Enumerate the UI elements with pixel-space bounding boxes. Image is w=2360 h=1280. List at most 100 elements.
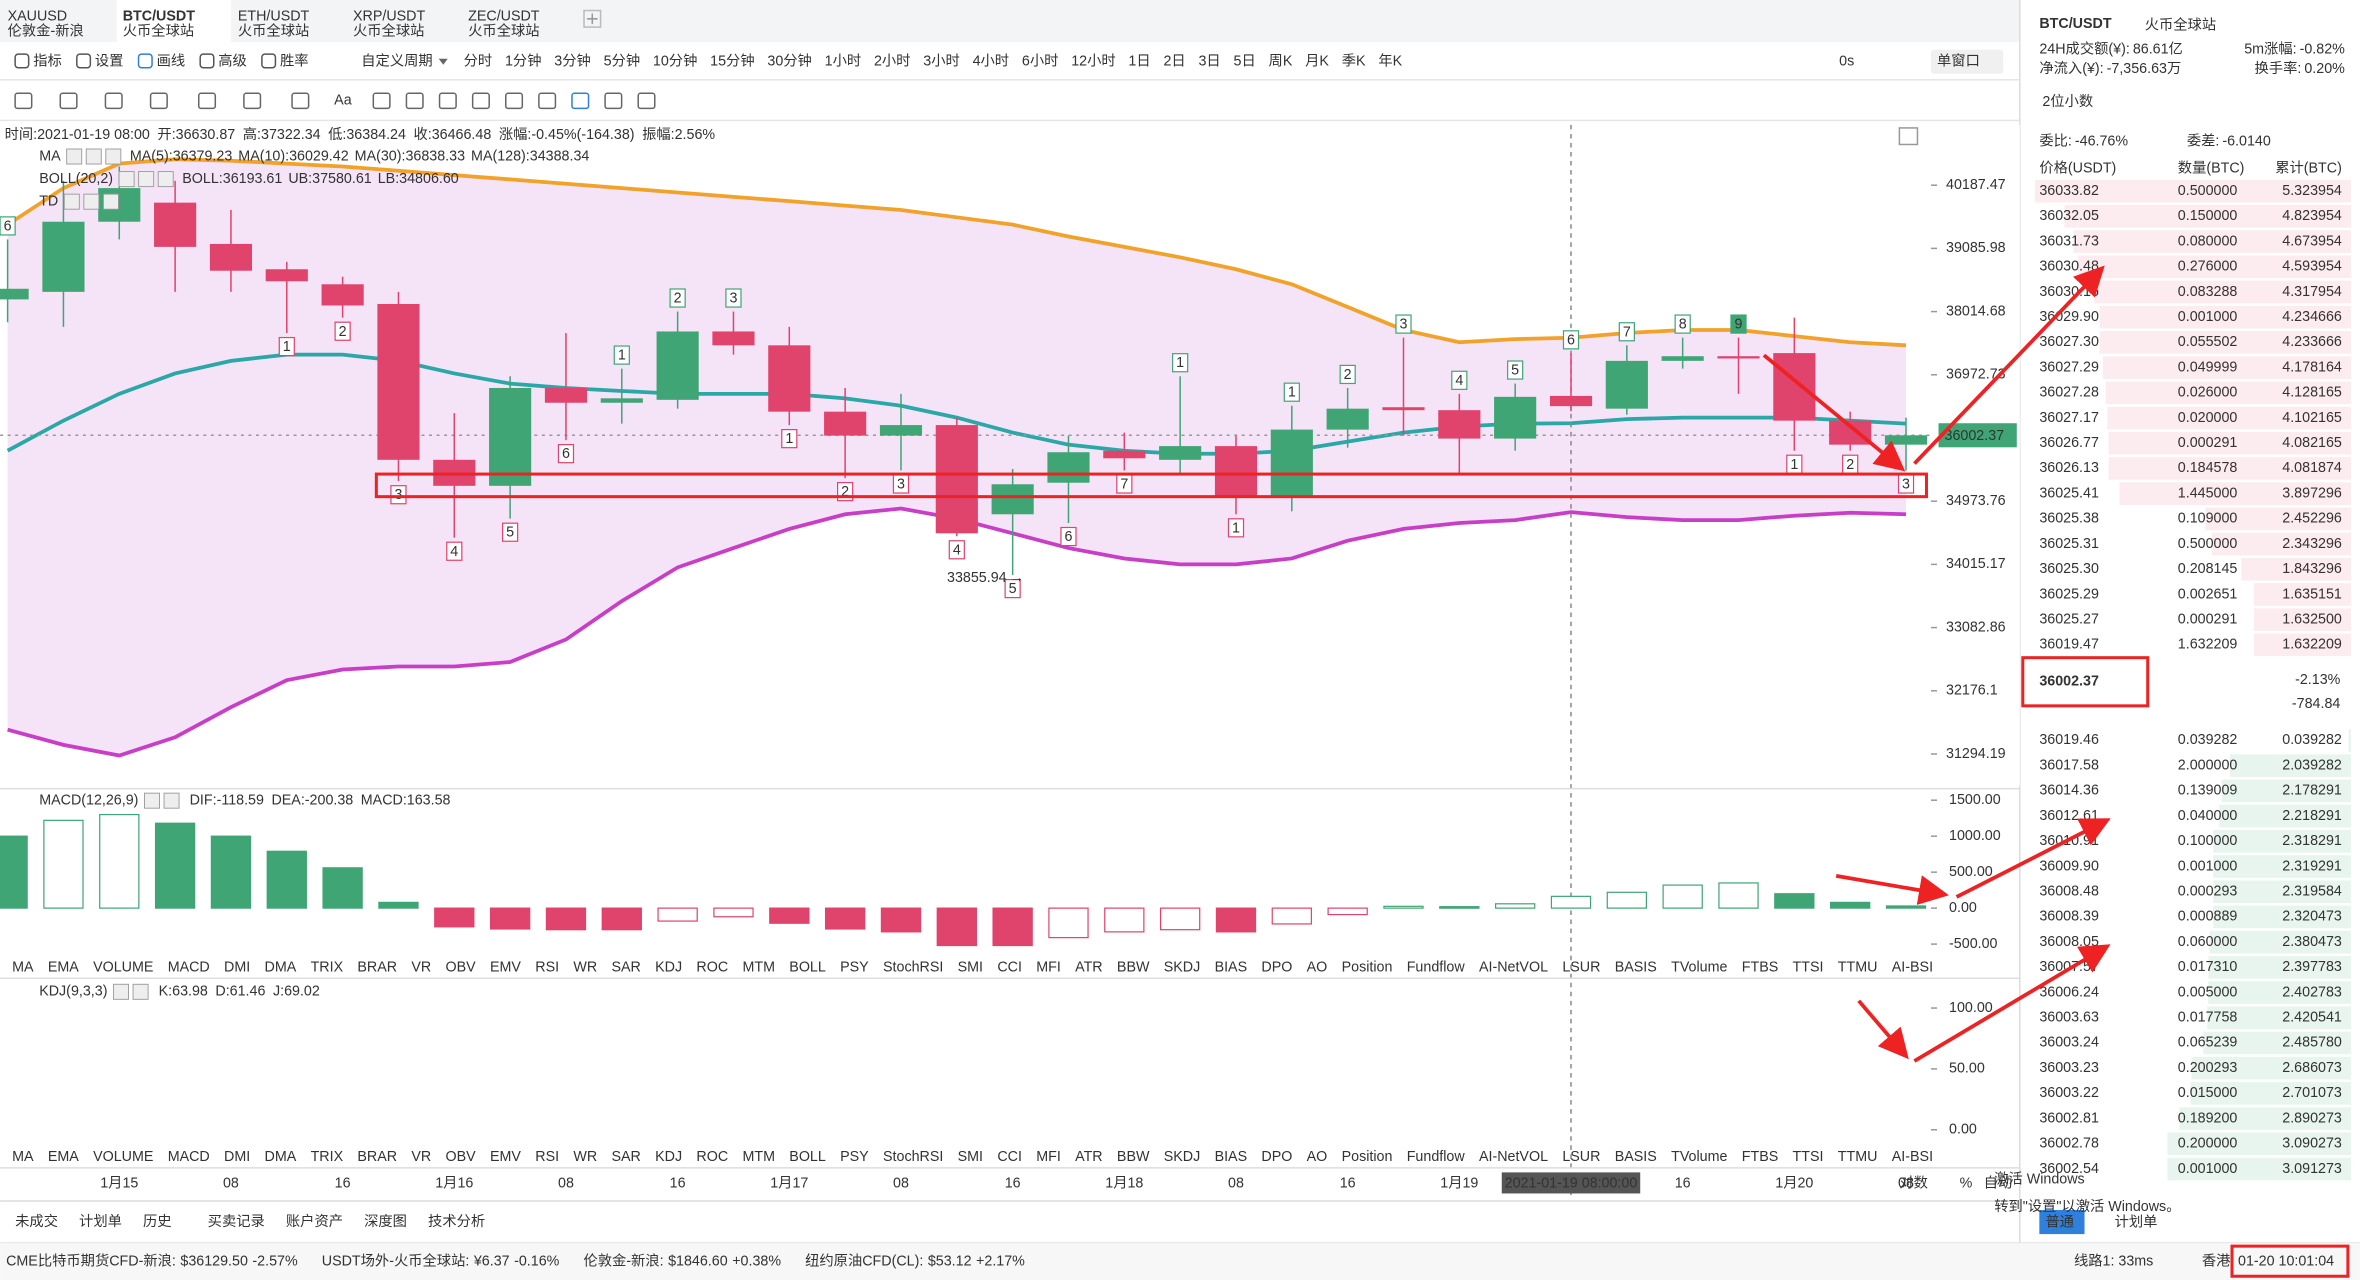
indicator-tab[interactable]: Position [1342,1149,1393,1165]
axis-option[interactable]: 对数 [1899,1174,1928,1191]
indicator-tab[interactable]: BASIS [1615,959,1657,975]
period-button[interactable]: 3分钟 [554,52,591,69]
period-button[interactable]: 季K [1342,52,1366,69]
custom-period[interactable]: 自定义周期 [361,52,432,69]
indicator-tab[interactable]: BIAS [1215,959,1248,975]
order-price[interactable]: 36025.30 [2039,561,2099,577]
draw-tool[interactable] [243,92,262,110]
tab-symbol[interactable]: ETH/USDT [238,8,310,24]
tool-button[interactable]: 设置 [95,52,124,69]
indicator-tab[interactable]: LSUR [1562,1149,1600,1165]
period-button[interactable]: 12小时 [1071,52,1115,69]
indicator-tab[interactable]: BOLL [789,1149,826,1165]
indicator-tab[interactable]: WR [573,1149,597,1165]
indicator-tab[interactable]: AI-NetVOL [1479,1149,1548,1165]
add-tab[interactable] [583,9,602,28]
indicator-tab[interactable]: LSUR [1562,959,1600,975]
bottom-tab[interactable]: 计划单 [79,1213,122,1230]
legend-icon[interactable] [118,171,135,188]
indicator-tab[interactable]: MFI [1036,959,1061,975]
indicator-tab[interactable]: MTM [742,959,775,975]
legend-icon[interactable] [63,193,80,210]
legend-icon[interactable] [138,171,155,188]
precision-select[interactable]: 2位小数 [2042,93,2093,110]
order-price[interactable]: 36025.38 [2039,511,2099,527]
indicator-tab[interactable]: CCI [997,959,1022,975]
period-button[interactable]: 1日 [1128,53,1150,69]
draw-tool[interactable] [197,92,217,110]
order-price[interactable]: 36027.30 [2039,334,2099,350]
order-price[interactable]: 36032.05 [2039,208,2099,224]
indicator-tab[interactable]: Position [1342,959,1393,975]
indicator-tab[interactable]: DPO [1261,1149,1292,1165]
order-price[interactable]: 36003.22 [2039,1085,2099,1101]
legend-icon[interactable] [102,193,119,210]
period-button[interactable]: 周K [1269,53,1293,69]
indicator-tab[interactable]: OBV [446,1149,477,1165]
draw-tool[interactable] [604,92,623,110]
indicator-tab[interactable]: TTSI [1793,1149,1824,1165]
order-price[interactable]: 36030.48 [2039,259,2099,275]
indicator-tab[interactable]: Fundflow [1407,959,1466,975]
indicator-tab[interactable]: SMI [958,959,983,975]
period-button[interactable]: 1分钟 [505,52,542,69]
draw-tool[interactable] [291,92,310,110]
draw-tool[interactable] [372,92,391,110]
order-price[interactable]: 36033.82 [2039,183,2099,199]
order-price[interactable]: 36031.73 [2039,233,2099,249]
indicator-tab[interactable]: StochRSI [883,1149,943,1165]
timer[interactable]: 0s [1839,53,1854,69]
draw-tool[interactable] [538,92,557,110]
order-price[interactable]: 36019.46 [2039,732,2099,748]
order-price[interactable]: 36029.90 [2039,309,2099,325]
order-price[interactable]: 36003.23 [2039,1060,2099,1076]
draw-tool[interactable] [505,92,524,110]
legend-icon[interactable] [157,171,174,188]
legend-icon[interactable] [113,983,129,1000]
period-button[interactable]: 5日 [1234,53,1256,69]
indicator-tab[interactable]: RSI [535,1149,559,1165]
indicator-tab[interactable]: BOLL [789,959,826,975]
indicator-tab[interactable]: PSY [840,1149,869,1165]
period-button[interactable]: 月K [1305,53,1329,69]
tool-button[interactable]: 胜率 [280,52,309,69]
indicator-tab[interactable]: SAR [611,1149,640,1165]
indicator-tab[interactable]: BRAR [357,1149,397,1165]
tab-source[interactable]: 火币全球站 [238,21,309,39]
tab-source[interactable]: 火币全球站 [468,21,539,39]
axis-option[interactable]: 自动 [1984,1174,2013,1191]
indicator-tab[interactable]: MA [12,1149,34,1165]
indicator-tab[interactable]: BBW [1117,959,1150,975]
legend-icon[interactable] [85,148,102,165]
indicator-tab[interactable]: EMA [48,1149,79,1165]
tab-symbol[interactable]: ZEC/USDT [468,8,540,24]
indicator-tab[interactable]: TRIX [311,959,344,975]
order-price[interactable]: 36002.54 [2039,1161,2099,1177]
indicator-tab[interactable]: PSY [840,959,869,975]
draw-tool[interactable]: Aa [334,93,352,109]
tab-symbol[interactable]: BTC/USDT [123,8,195,24]
bottom-tab[interactable]: 买卖记录 [208,1213,265,1230]
tab-source[interactable]: 火币全球站 [353,21,424,39]
order-price[interactable]: 36014.36 [2039,783,2099,799]
period-button[interactable]: 5分钟 [604,52,641,69]
window-button[interactable] [1930,49,2004,74]
period-button[interactable]: 3小时 [923,52,960,69]
legend-icon[interactable] [105,148,122,165]
period-button[interactable]: 1小时 [825,52,862,69]
indicator-tab[interactable]: BASIS [1615,1149,1657,1165]
bottom-tab[interactable]: 技术分析 [428,1213,485,1230]
period-button[interactable]: 2日 [1163,53,1185,69]
indicator-tab[interactable]: TTSI [1793,959,1824,975]
indicator-tab[interactable]: SMI [958,1149,983,1165]
indicator-tab[interactable]: KDJ [655,959,682,975]
indicator-tab[interactable]: AO [1307,1149,1328,1165]
indicator-tab[interactable]: TTMU [1838,959,1878,975]
order-price[interactable]: 36017.58 [2039,757,2099,773]
indicator-tab[interactable]: TVolume [1671,959,1727,975]
indicator-tab[interactable]: ATR [1075,1149,1103,1165]
indicator-tab[interactable]: WR [573,959,597,975]
order-price[interactable]: 36012.61 [2039,808,2099,824]
period-button[interactable]: 2小时 [874,52,911,69]
period-button[interactable]: 30分钟 [767,52,811,69]
